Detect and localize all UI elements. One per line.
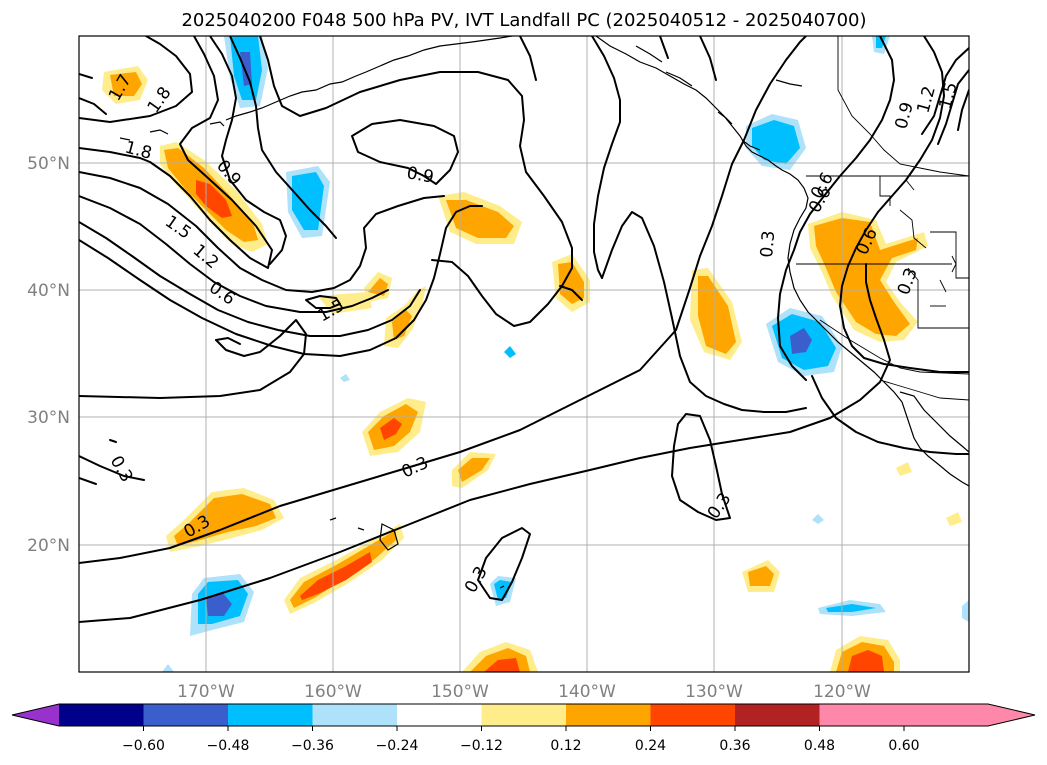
- ivt-anomaly-positive: [896, 462, 912, 476]
- ivt-anomaly-negative: [962, 600, 969, 622]
- colorbar-tick-label: 0.36: [719, 738, 750, 754]
- colorbar-tick-label: −0.24: [376, 738, 419, 754]
- ivt-anomaly-positive: [300, 552, 372, 600]
- ivt-anomaly-negative: [206, 592, 232, 616]
- ivt-anomaly-positive: [380, 418, 402, 440]
- lon-label: 160°W: [304, 682, 362, 702]
- lon-label: 130°W: [685, 682, 743, 702]
- lon-label: 140°W: [558, 682, 616, 702]
- ivt-anomaly-negative: [826, 604, 876, 612]
- colorbar-tick-label: 0.60: [888, 738, 919, 754]
- map-title: 2025040200 F048 500 hPa PV, IVT Landfall…: [181, 10, 866, 31]
- colorbar-outline: [11, 703, 1036, 727]
- political-borders: [796, 36, 969, 401]
- longitude-labels: 170°W 160°W 150°W 140°W 130°W 120°W: [177, 682, 871, 702]
- ivt-anomaly-positive: [698, 276, 736, 354]
- ivt-anomaly-positive: [174, 494, 276, 546]
- ivt-anomaly-negative: [162, 664, 174, 672]
- coastlines: [119, 36, 969, 589]
- colorbar-tick-label: 0.48: [804, 738, 835, 754]
- lon-label: 150°W: [431, 682, 489, 702]
- colorbar-segment: [59, 704, 144, 726]
- map-area: 0.3 0.3 0.3 0.3 0.3 0.3 0.3 0.6 0.6 0.6 …: [79, 36, 969, 672]
- ivt-anomaly-positive: [748, 566, 774, 586]
- ivt-anomaly-positive: [848, 650, 884, 672]
- ivt-negative-shading: [162, 36, 969, 672]
- colorbar-segment: [143, 704, 228, 726]
- colorbar-segment: [904, 704, 988, 726]
- lon-label: 120°W: [813, 682, 871, 702]
- colorbar-segment: [397, 704, 482, 726]
- lat-label: 30°N: [27, 408, 70, 428]
- contour-label: 0.9: [405, 163, 435, 187]
- map-frame: [78, 35, 970, 673]
- ivt-anomaly-positive: [392, 310, 412, 340]
- colorbar-segment: [228, 704, 313, 726]
- ivt-anomaly-negative: [876, 36, 886, 48]
- colorbar-segment: [566, 704, 651, 726]
- graticule: [79, 36, 969, 672]
- ivt-anomaly-negative: [340, 374, 350, 382]
- colorbar-tick-label: −0.36: [291, 738, 334, 754]
- colorbar: −0.60 −0.48 −0.36 −0.24 −0.12 0.12 0.24 …: [11, 703, 1036, 754]
- ivt-anomaly-negative: [812, 514, 824, 524]
- colorbar-ticks: [143, 726, 905, 731]
- lon-label: 170°W: [177, 682, 235, 702]
- lat-label: 20°N: [27, 536, 70, 556]
- latitude-labels: 20°N 30°N 40°N 50°N: [27, 154, 70, 556]
- ivt-anomaly-positive: [110, 72, 142, 96]
- colorbar-segment: [481, 704, 566, 726]
- ivt-anomaly-positive: [946, 512, 962, 526]
- colorbar-tick-label: 0.12: [550, 738, 581, 754]
- lat-label: 40°N: [27, 281, 70, 301]
- colorbar-tick-label: −0.12: [460, 738, 503, 754]
- ivt-anomaly-negative: [494, 580, 512, 600]
- colorbar-tick-label: 0.24: [635, 738, 666, 754]
- contour-label: 0.3: [757, 230, 779, 259]
- colorbar-tick-label: −0.60: [122, 738, 165, 754]
- colorbar-segment: [650, 704, 735, 726]
- ivt-anomaly-positive: [458, 458, 490, 482]
- pv-contour-lines: [79, 36, 969, 623]
- ivt-anomaly-positive: [196, 180, 232, 218]
- ivt-anomaly-positive: [558, 262, 584, 304]
- ivt-anomaly-negative: [504, 346, 516, 358]
- ivt-anomaly-positive: [484, 658, 520, 672]
- colorbar-segment: [819, 704, 904, 726]
- colorbar-tick-label: −0.48: [207, 738, 250, 754]
- colorbar-segment: [735, 704, 820, 726]
- lat-label: 50°N: [27, 154, 70, 174]
- ivt-anomaly-negative: [752, 120, 800, 164]
- colorbar-segment: [312, 704, 397, 726]
- ivt-anomaly-negative: [790, 328, 812, 354]
- colorbar-extend-low: [12, 704, 59, 726]
